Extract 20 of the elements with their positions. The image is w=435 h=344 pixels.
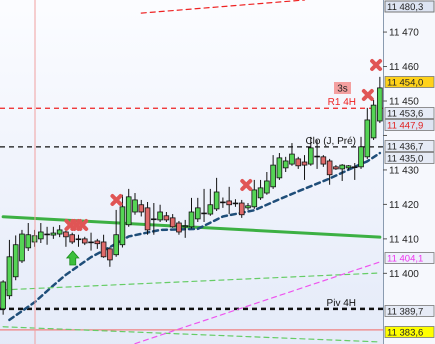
y-tick-label: 11 450: [389, 96, 420, 108]
y-tick-label: 11 460: [389, 62, 420, 74]
y-tick-label: 11 400: [389, 268, 420, 280]
line-series: [8, 152, 382, 322]
text: 11 436,7: [387, 141, 424, 152]
text: 11 480,3: [387, 2, 424, 13]
y-tick-label: 11 410: [389, 234, 420, 246]
text: 11 453,6: [387, 108, 424, 120]
annotation: 3s: [337, 84, 348, 94]
text: 11 404,1: [387, 253, 424, 264]
text: 11 383,6: [387, 327, 424, 338]
text: 11 435,0: [387, 153, 424, 164]
y-tick-label: 11 420: [389, 200, 420, 211]
y-tick-label: 11 430: [389, 165, 420, 176]
text: 11 454,0: [387, 77, 424, 88]
ref-line-label: Piv 4H: [326, 298, 356, 309]
text: 11 447,9: [387, 120, 424, 132]
ref-line-label: R1 4H: [328, 97, 356, 108]
text: 11 389,7: [387, 306, 424, 318]
y-tick-label: 11 470: [389, 28, 420, 39]
